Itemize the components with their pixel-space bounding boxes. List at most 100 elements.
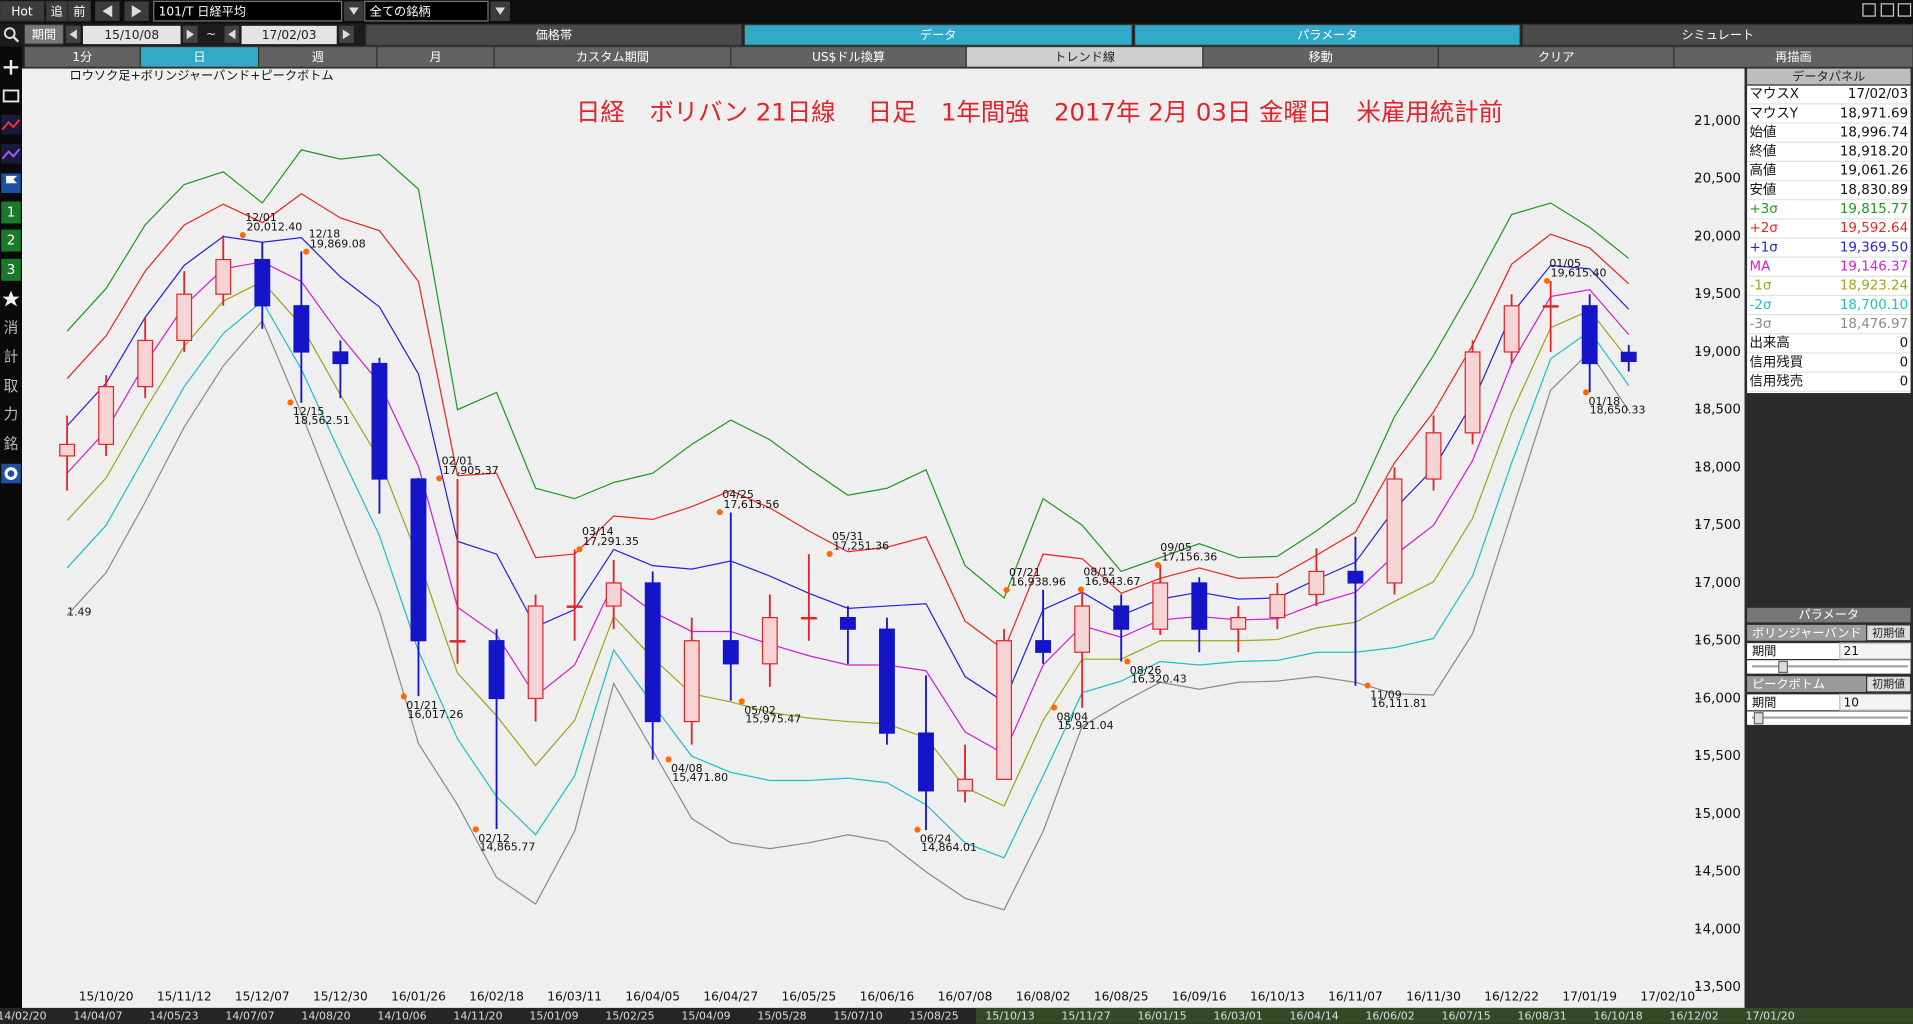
start-date[interactable]: 15/10/08 <box>104 28 159 42</box>
dropdown-icon[interactable] <box>348 7 359 15</box>
tool-label[interactable]: 銘 <box>4 435 19 452</box>
candle-body <box>1425 432 1442 480</box>
top-button[interactable]: 追 <box>51 3 63 18</box>
timeframe-button[interactable]: クリア <box>1538 50 1575 64</box>
tool-label[interactable]: 計 <box>4 349 19 366</box>
price-row-value: 18,830.89 <box>1840 183 1908 198</box>
tool-icon-bg[interactable] <box>1 258 21 281</box>
tab[interactable]: パラメータ <box>1297 28 1358 42</box>
peak-value: 15,471.80 <box>672 771 728 784</box>
start-input[interactable] <box>82 25 181 45</box>
date-step-icon[interactable] <box>69 29 77 40</box>
param-slider-knob[interactable] <box>1778 660 1788 674</box>
tool-icon-bg[interactable] <box>1 463 21 484</box>
universe-input[interactable] <box>364 0 489 22</box>
period-button[interactable]: 期間 <box>32 27 56 41</box>
end-date[interactable]: 17/02/03 <box>262 28 317 42</box>
end-input[interactable] <box>241 25 337 45</box>
timeframe-button[interactable]: 日 <box>193 50 205 64</box>
tab[interactable]: 価格帯 <box>536 27 573 42</box>
timeline-label: 14/11/20 <box>453 1009 502 1022</box>
timeline-highlight <box>976 1007 1913 1024</box>
timeframe-button[interactable]: 月 <box>429 50 441 64</box>
candle-body <box>410 478 427 642</box>
band-row-label: MA <box>1750 260 1772 275</box>
tool-label[interactable]: 力 <box>4 406 19 423</box>
timeframe-button[interactable]: 1分 <box>72 50 92 64</box>
dropdown-icon[interactable] <box>495 7 506 15</box>
date-step-icon[interactable] <box>342 29 351 40</box>
tool-icon[interactable] <box>1 148 21 160</box>
tool-icon[interactable] <box>2 290 20 307</box>
symbol-text[interactable]: 101/T 日経平均 <box>159 4 246 18</box>
tool-label[interactable]: 3 <box>7 263 16 278</box>
timeline-label: 15/08/25 <box>909 1009 958 1022</box>
timeframe-button[interactable]: 再描画 <box>1775 50 1812 64</box>
candle-body <box>1581 305 1598 365</box>
param-reset[interactable]: 初期値 <box>1872 625 1905 639</box>
tab-bg[interactable] <box>1134 23 1521 46</box>
timeframe-button[interactable]: 週 <box>312 50 324 64</box>
tool-icon[interactable] <box>1 119 21 131</box>
tool-icon[interactable] <box>3 59 19 75</box>
top-button-bg[interactable] <box>0 0 45 22</box>
tab[interactable]: データ <box>920 27 957 42</box>
volume-row-value: 0 <box>1900 374 1909 389</box>
window-controls[interactable] <box>1862 3 1912 17</box>
timeframe-button[interactable]: トレンド線 <box>1054 49 1115 64</box>
y-tick-label: 19,000 <box>1694 345 1741 360</box>
tool-label[interactable]: 消 <box>4 319 19 336</box>
tab-bg[interactable] <box>1521 23 1913 46</box>
chart-bg <box>21 68 1745 1008</box>
date-step-icon[interactable] <box>228 29 236 40</box>
timeframe-button[interactable]: カスタム期間 <box>576 50 649 64</box>
tool-label[interactable]: 1 <box>7 205 16 220</box>
symbol-input[interactable] <box>153 0 343 22</box>
tab[interactable]: シミュレート <box>1681 28 1754 42</box>
universe-text[interactable]: 全ての銘柄 <box>370 3 431 18</box>
nav-back-icon[interactable] <box>102 5 113 18</box>
tool-icon[interactable] <box>6 175 18 191</box>
param-reset-bg[interactable] <box>1866 675 1912 693</box>
x-tick-label: 16/04/27 <box>703 989 758 1003</box>
peak-marker <box>738 698 745 705</box>
x-tick-label: 15/12/30 <box>313 989 368 1003</box>
top-button[interactable]: 前 <box>73 3 85 18</box>
tab-bg[interactable] <box>743 23 1133 46</box>
x-tick-label: 15/10/20 <box>79 989 134 1003</box>
tool-label[interactable]: 2 <box>7 234 16 249</box>
peak-marker <box>826 550 833 557</box>
nav-forward-icon[interactable] <box>131 5 142 18</box>
tool-icon[interactable] <box>4 467 18 480</box>
top-button[interactable]: Hot <box>11 4 33 18</box>
timeline-label: 14/05/23 <box>149 1009 198 1022</box>
y-tick-label: 20,000 <box>1694 229 1741 244</box>
top-button-bg[interactable] <box>45 0 68 22</box>
top-button-bg[interactable] <box>67 0 91 22</box>
param-reset-bg[interactable] <box>1866 624 1912 642</box>
timeframe-button[interactable]: 移動 <box>1308 50 1332 64</box>
band-row-label: +3σ <box>1750 202 1779 217</box>
search-icon[interactable] <box>3 27 20 43</box>
tab-bg[interactable] <box>365 23 743 46</box>
tool-label[interactable]: 取 <box>4 378 19 395</box>
y-tick-label: 21,000 <box>1694 114 1741 129</box>
timeline-label: 15/10/13 <box>985 1009 1034 1022</box>
param-reset[interactable]: 初期値 <box>1872 677 1905 691</box>
timeframe-button-bg[interactable] <box>1673 45 1913 68</box>
param-input[interactable] <box>1839 642 1912 660</box>
tool-icon-bg[interactable] <box>1 229 21 252</box>
candle-body <box>176 293 193 342</box>
period-button-bg[interactable] <box>23 23 65 45</box>
peak-value: 18,650.33 <box>1590 404 1646 417</box>
param-value[interactable]: 10 <box>1843 695 1859 709</box>
tool-icon-bg[interactable] <box>1 201 21 224</box>
x-tick-label: 16/11/07 <box>1328 989 1383 1003</box>
param-slider-knob[interactable] <box>1753 712 1764 725</box>
param-value[interactable]: 21 <box>1843 644 1859 658</box>
param-input[interactable] <box>1839 693 1912 711</box>
timeframe-button[interactable]: US$ドル換算 <box>812 49 885 64</box>
tool-icon[interactable] <box>2 89 20 103</box>
candle-body <box>1503 305 1520 353</box>
date-step-icon[interactable] <box>186 29 194 40</box>
